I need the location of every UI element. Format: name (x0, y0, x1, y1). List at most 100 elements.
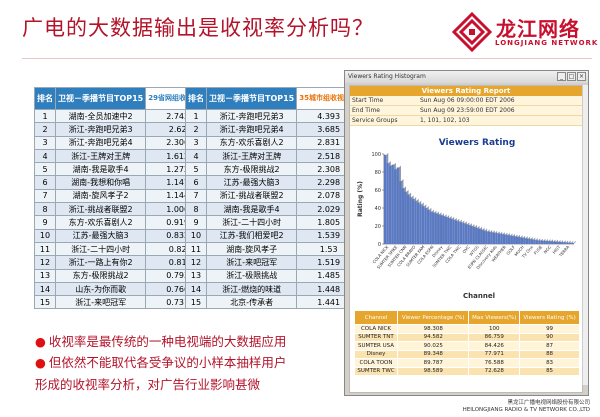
meta-key: Service Groups (352, 117, 398, 124)
program-cell: 山东-为你而歌 (54, 281, 147, 297)
x-tick-label: NGC (543, 244, 553, 254)
footer-company: 黑龙江广播电视网络股份有限公司 HEILONGJIANG RADIO & TV … (463, 400, 590, 414)
bar (467, 225, 470, 244)
program-cell: 江苏-最强大脑3 (205, 175, 298, 190)
rank-cell: 10 (185, 228, 207, 243)
program-cell: 浙江-王牌对王牌 (205, 148, 298, 164)
bar (416, 202, 420, 244)
rank-cell: 5 (34, 162, 56, 177)
bar (530, 239, 534, 244)
bar (543, 240, 546, 244)
bar (414, 200, 417, 244)
bar (396, 167, 399, 244)
bar (465, 224, 468, 244)
table-row: 10 江苏-最强大脑3 0.832 (34, 228, 211, 243)
bar (571, 242, 574, 244)
bar (525, 238, 529, 244)
bar (434, 213, 437, 244)
program-cell: 湖南-旋风孝子 (205, 241, 298, 257)
bar (427, 209, 430, 244)
bar (409, 197, 412, 244)
close-icon[interactable]: × (577, 72, 586, 81)
program-cell: 东方-欢乐喜剧人2 (54, 215, 147, 230)
rating-table-cell: 85 (519, 366, 580, 376)
meta-key: End Time (352, 107, 380, 114)
window-titlebar[interactable]: Viewers Rating Histogram _ □ × (345, 71, 588, 83)
bullet-2-text: 但依然不能取代各受争议的小样本抽样用户 (48, 355, 287, 370)
bullet-dot-icon: ● (35, 334, 46, 349)
bar (422, 206, 425, 244)
bar (462, 223, 465, 244)
minimize-icon[interactable]: _ (557, 72, 566, 81)
rank-cell: 14 (185, 281, 207, 297)
col-rank: 排名 (185, 87, 207, 110)
logo-emblem-icon (452, 12, 492, 52)
page-title: 广电的大数据输出是收视率分析吗？ (22, 16, 374, 40)
rating-table-cell: SUMTER USA (354, 341, 398, 351)
report-meta: Start Time Sun Aug 06 09:00:00 EDT 2006 En… (350, 96, 582, 126)
bar (439, 215, 443, 244)
bar (432, 212, 435, 244)
bar (492, 232, 496, 244)
table-row: 4 浙江-王牌对王牌 2.518 (185, 148, 362, 164)
bar (401, 188, 405, 244)
y-tick-label: 60 (375, 188, 381, 194)
program-cell: 浙江-奔跑吧兄弟4 (54, 135, 147, 150)
col-channel: Channel (354, 310, 398, 325)
report-scrollbar[interactable] (582, 85, 588, 385)
table-row: 2 浙江-奔跑吧兄弟3 2.62 (34, 122, 211, 137)
table-row: 13 东方-极限挑战2 0.793 (34, 268, 211, 283)
bar (561, 242, 564, 244)
table-row: 3 东方-欢乐喜剧人2 2.831 (185, 135, 362, 150)
rank-cell: 15 (185, 295, 207, 310)
rank-cell: 5 (185, 162, 207, 177)
bar (485, 231, 488, 244)
meta-key: Start Time (352, 97, 384, 104)
x-tick-label: WTGS (468, 244, 480, 257)
table-row: 14 山东-为你而歌 0.766 (34, 281, 211, 297)
program-cell: 浙江-王牌对王牌 (54, 148, 147, 164)
maximize-icon[interactable]: □ (567, 72, 576, 81)
bar (536, 240, 539, 244)
rating-table-cell: 87 (519, 341, 580, 351)
bar (568, 242, 572, 244)
bar (470, 226, 473, 244)
program-cell: 浙江-奔跑吧兄弟3 (205, 108, 298, 124)
table-row: 5 东方-极限挑战2 2.308 (185, 162, 362, 177)
program-cell: 江苏-最强大脑3 (54, 228, 147, 243)
table-row: 8 浙江-挑战者联盟2 1.006 (34, 202, 211, 217)
rank-cell: 4 (185, 148, 207, 164)
table-row: 15 北京-传承者 1.441 (185, 295, 362, 310)
table-row: 2 浙江-奔跑吧兄弟4 3.685 (185, 122, 362, 137)
rank-cell: 15 (34, 295, 56, 310)
bar (541, 240, 544, 244)
program-cell: 湖南-我想和你唱 (54, 175, 147, 190)
table-row: 3 浙江-奔跑吧兄弟4 2.306 (34, 135, 211, 150)
x-tick-label: GOLF (505, 244, 516, 256)
table-row: 9 东方-欢乐喜剧人2 0.919 (34, 215, 211, 230)
company-logo: 龙江网络 LONGJIANG NETWORK (452, 12, 597, 52)
meta-row: End Time Sun Aug 09 23:59:00 EDT 2006 (350, 106, 582, 116)
rank-cell: 1 (34, 108, 56, 124)
ranking-table-35-city: 排名 卫视－季播节目TOP15 35城市组收视率% 1 浙江-奔跑吧兄弟3 4.39… (185, 87, 362, 310)
y-tick-label: 80 (375, 170, 381, 176)
meta-value: Sun Aug 06 09:00:00 EDT 2006 (420, 97, 515, 104)
rating-table-cell: 72.628 (468, 366, 521, 376)
bar (548, 241, 551, 244)
program-cell: 浙江-二十四小时 (54, 241, 147, 257)
rank-cell: 11 (185, 241, 207, 257)
viewers-rating-window: Viewers Rating Histogram _ □ × Viewers R… (344, 70, 589, 396)
table-row: 4 浙江-王牌对王牌 1.612 (34, 148, 211, 164)
x-tick-label: OVC (461, 244, 470, 254)
bar (556, 241, 559, 244)
program-cell: 浙江-奔跑吧兄弟3 (54, 122, 147, 137)
y-axis-label: Rating (%) (357, 181, 364, 217)
table-row: COLA TOON 89.787 76.588 83 (354, 358, 580, 368)
table-row: 7 浙江-挑战者联盟2 2.078 (185, 188, 362, 204)
table-row: 9 浙江-二十四小时 1.805 (185, 215, 362, 230)
bar (533, 239, 536, 244)
table-row: 5 湖南-我是歌手4 1.272 (34, 162, 211, 177)
bar (411, 199, 415, 244)
table-row: 8 湖南-我是歌手4 2.029 (185, 202, 362, 217)
title-divider (22, 58, 592, 59)
